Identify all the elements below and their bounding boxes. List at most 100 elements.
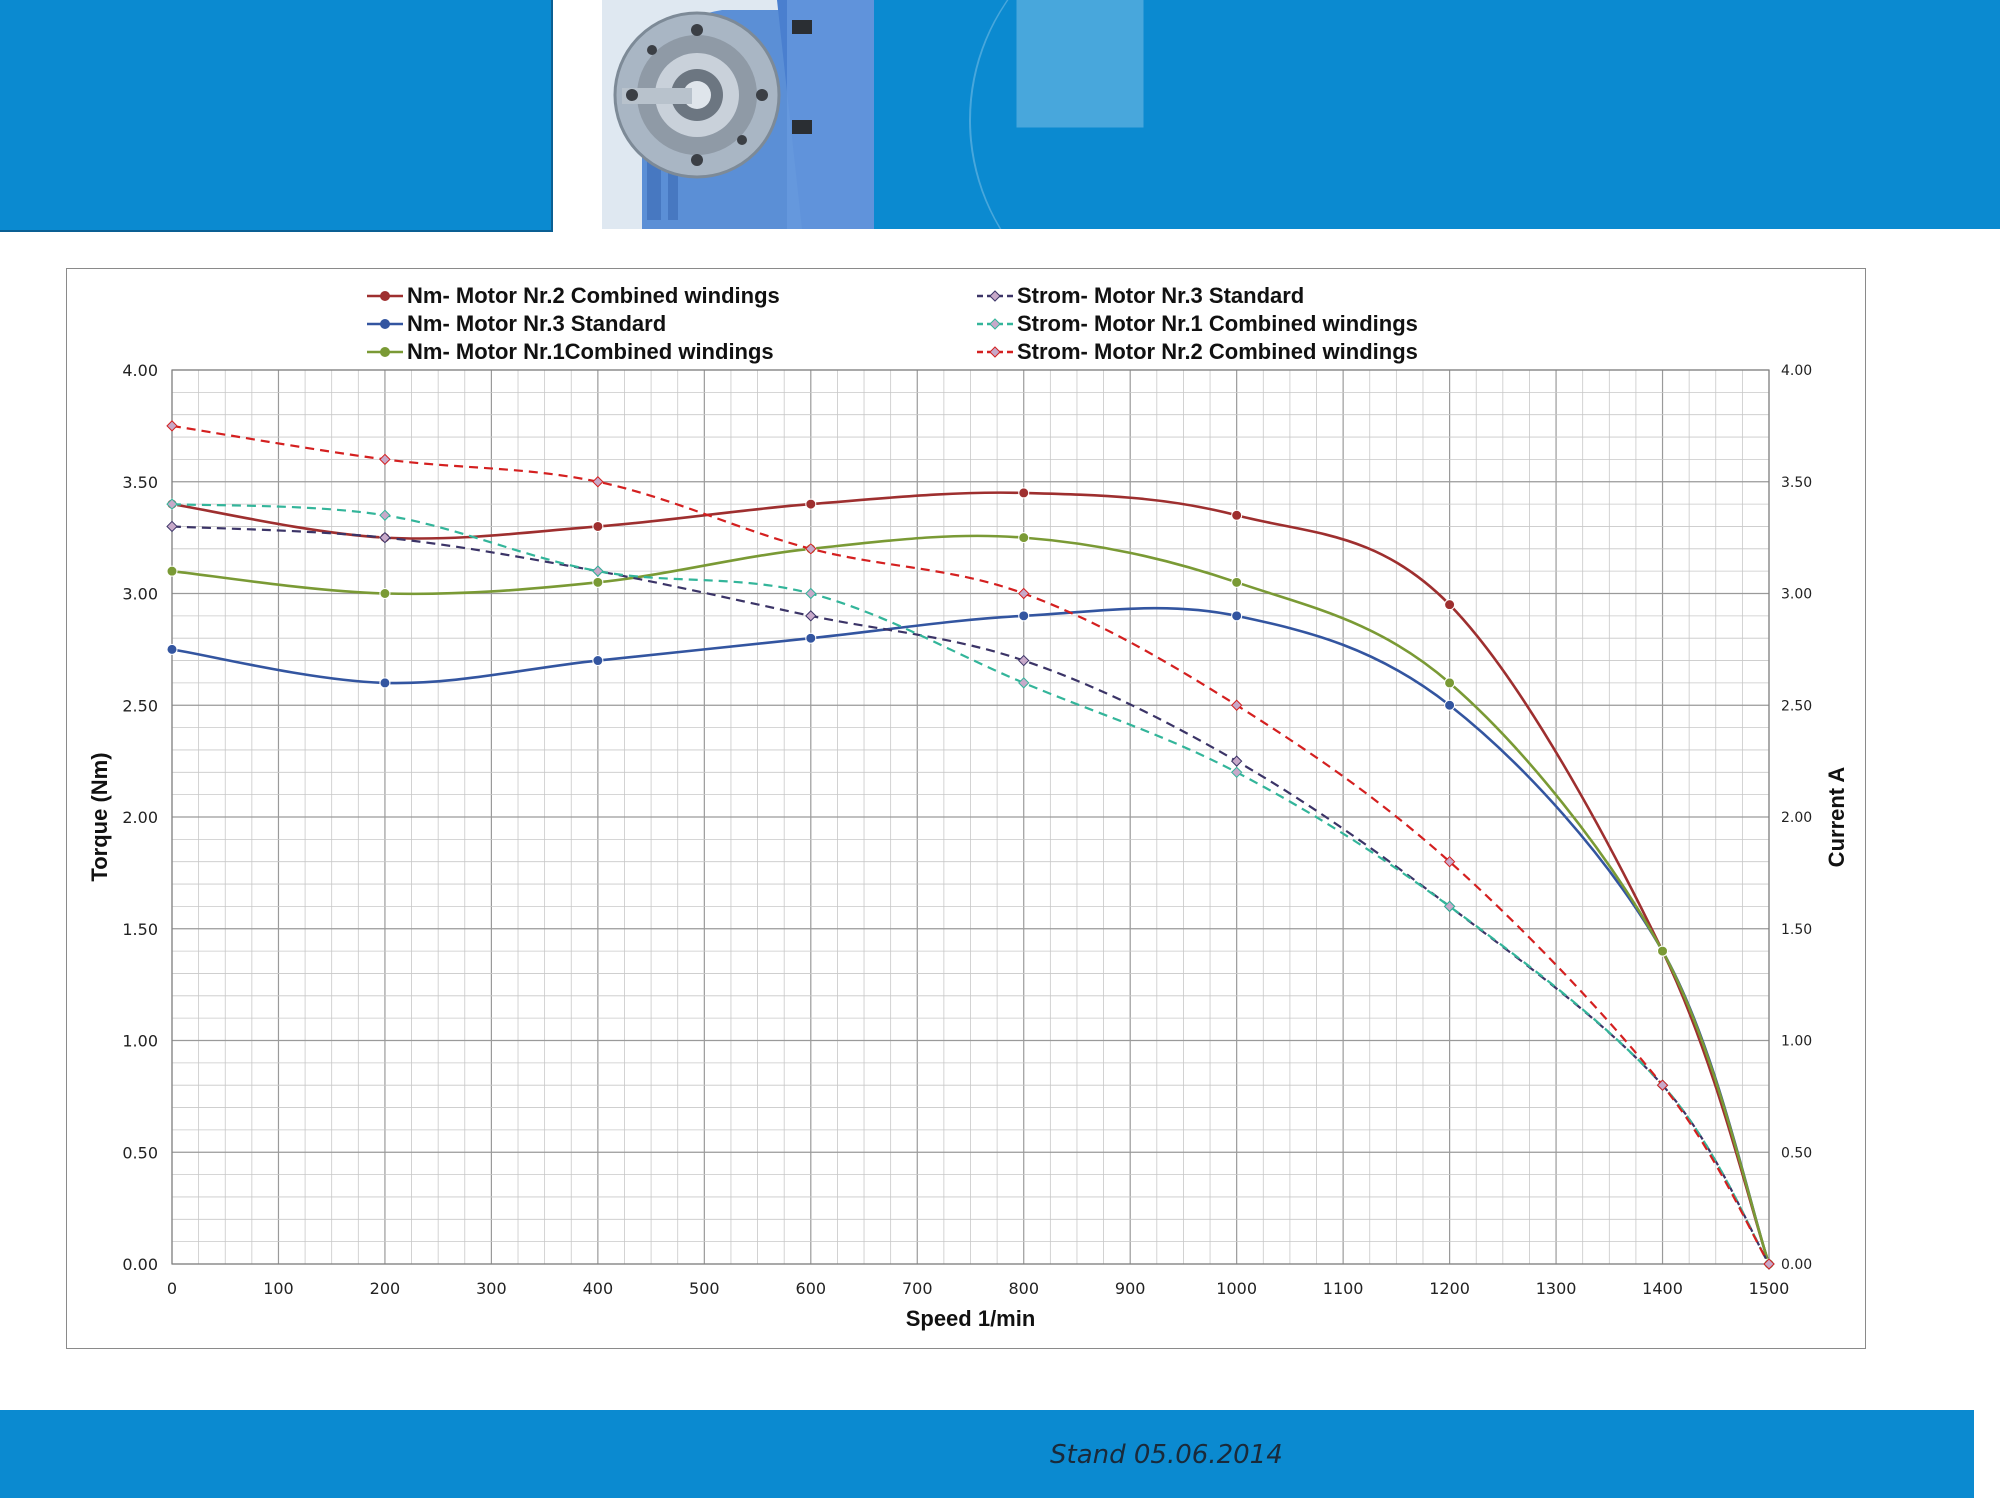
footer-date: Stand 05.06.2014	[1050, 1440, 1283, 1470]
legend-label: Nm- Motor Nr.3 Standard	[407, 311, 666, 336]
data-point	[1018, 587, 1030, 600]
legend-marker	[380, 319, 390, 329]
series-line	[171, 534, 1771, 1265]
legend-item: Nm- Motor Nr.2 Combined windings	[367, 283, 780, 308]
y2-tick-label: 0.00	[1781, 1257, 1812, 1273]
y-tick-label: 2.00	[122, 808, 158, 827]
data-point	[1018, 610, 1030, 622]
legend-marker	[989, 346, 1001, 358]
data-point	[1018, 487, 1030, 499]
y2-tick-label: 0.50	[1781, 1145, 1812, 1161]
y-tick-label: 0.00	[122, 1255, 158, 1274]
data-point	[379, 453, 391, 466]
motor-photo	[602, 0, 874, 229]
y-tick-label: 0.50	[122, 1143, 158, 1162]
data-point	[1018, 654, 1030, 667]
x-tick-label: 300	[476, 1279, 507, 1298]
y-tick-label: 1.00	[122, 1032, 158, 1051]
x-tick-label: 1200	[1429, 1279, 1470, 1298]
data-point	[1656, 1079, 1669, 1091]
data-point	[805, 543, 817, 555]
x-tick-label: 1000	[1216, 1279, 1257, 1298]
series-line	[171, 503, 1770, 1265]
x-tick-label: 400	[583, 1279, 614, 1298]
series-5	[166, 420, 1775, 1270]
data-point	[379, 509, 391, 521]
data-point	[592, 565, 604, 577]
data-point	[1230, 699, 1243, 711]
data-point	[379, 588, 391, 599]
data-point	[1444, 699, 1456, 711]
x-tick-label: 1400	[1642, 1279, 1683, 1298]
data-point	[166, 643, 178, 655]
series-line	[171, 424, 1770, 1265]
legend-label: Strom- Motor Nr.1 Combined windings	[1017, 311, 1418, 336]
data-point	[1231, 610, 1243, 622]
y2-tick-label: 2.50	[1781, 698, 1812, 714]
x-tick-label: 0	[167, 1279, 177, 1298]
y2-tick-label: 1.00	[1781, 1034, 1812, 1050]
data-point	[379, 531, 391, 544]
y2-tick-label: 3.50	[1781, 475, 1812, 491]
data-point	[1018, 532, 1030, 544]
y2-tick-label: 4.00	[1781, 363, 1812, 379]
legend-marker	[380, 291, 390, 301]
x-tick-label: 1100	[1323, 1279, 1364, 1298]
y-tick-label: 3.50	[122, 473, 158, 492]
legend-label: Strom- Motor Nr.2 Combined windings	[1017, 339, 1418, 364]
x-tick-label: 100	[263, 1279, 294, 1298]
legend-label: Nm- Motor Nr.1Combined windings	[407, 339, 774, 364]
x-tick-label: 1500	[1749, 1279, 1790, 1298]
legend-label: Strom- Motor Nr.3 Standard	[1017, 283, 1304, 308]
y-tick-label: 3.00	[122, 585, 158, 604]
legend-item: Strom- Motor Nr.3 Standard	[977, 283, 1304, 308]
data-point	[1657, 945, 1669, 957]
footer-banner	[0, 1410, 1974, 1498]
x-tick-label: 800	[1008, 1279, 1039, 1298]
y-tick-label: 1.50	[122, 920, 158, 939]
y-axis-title: Torque (Nm)	[87, 752, 112, 881]
legend-label: Nm- Motor Nr.2 Combined windings	[407, 283, 780, 308]
y2-axis-title: Current A	[1824, 767, 1849, 868]
legend-item: Strom- Motor Nr.2 Combined windings	[977, 339, 1418, 364]
data-point	[592, 476, 604, 488]
legend-marker	[380, 347, 390, 357]
x-tick-label: 700	[902, 1279, 933, 1298]
y2-tick-label: 3.00	[1781, 587, 1812, 603]
x-tick-label: 500	[689, 1279, 720, 1298]
data-point	[166, 520, 178, 533]
data-point	[1230, 755, 1243, 767]
data-point	[1230, 766, 1243, 779]
data-point	[805, 498, 817, 510]
y-tick-label: 2.50	[122, 696, 158, 715]
data-point	[1231, 509, 1243, 521]
data-point	[1443, 900, 1456, 913]
data-point	[592, 576, 604, 588]
x-axis-title: Speed 1/min	[906, 1306, 1036, 1331]
header-banner-right	[874, 0, 2000, 330]
series-line	[171, 525, 1770, 1265]
data-point	[166, 420, 178, 432]
x-tick-label: 200	[370, 1279, 401, 1298]
plot-area	[171, 369, 1770, 1265]
data-point	[379, 677, 391, 689]
data-point	[592, 655, 604, 667]
data-point	[592, 520, 604, 532]
legend-item: Nm- Motor Nr.3 Standard	[367, 311, 666, 336]
x-tick-label: 1300	[1536, 1279, 1577, 1298]
torque-current-chart: 0 100 200 300 400 500 600 700 800 900 1000 1100 1200…	[87, 283, 1849, 1331]
header-banner-left	[0, 0, 553, 232]
series-line	[171, 491, 1771, 1265]
y2-tick-label: 2.00	[1781, 810, 1812, 826]
data-point	[1231, 576, 1243, 588]
legend-marker	[989, 290, 1001, 302]
chart-frame: 0 100 200 300 400 500 600 700 800 900 1000 1100 1200…	[66, 268, 1866, 1349]
data-point	[805, 632, 817, 644]
data-point	[805, 587, 817, 600]
x-tick-label: 600	[796, 1279, 827, 1298]
legend-item: Nm- Motor Nr.1Combined windings	[367, 339, 774, 364]
data-point	[166, 498, 178, 510]
y2-tick-label: 1.50	[1781, 922, 1812, 938]
data-point	[805, 610, 817, 622]
data-point	[1444, 599, 1456, 611]
